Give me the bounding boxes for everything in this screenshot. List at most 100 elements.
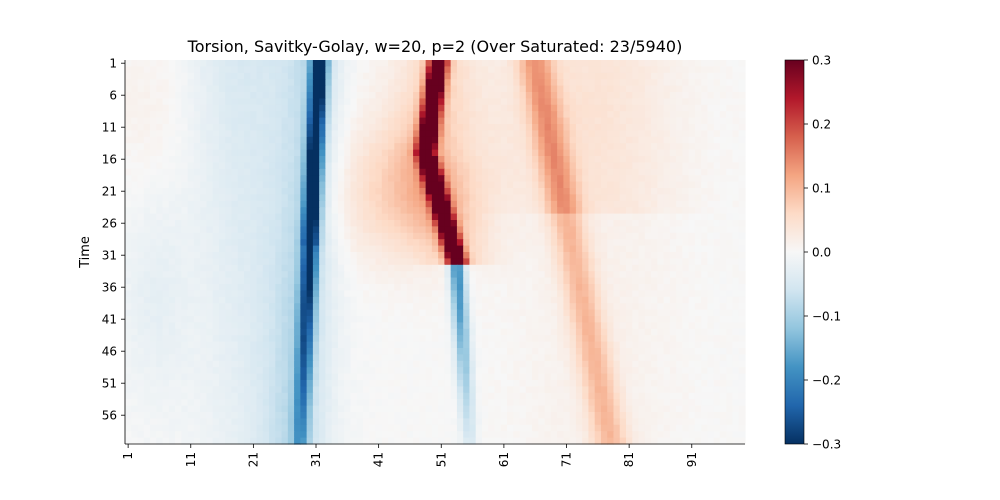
heatmap-cell <box>638 367 646 375</box>
heatmap-cell <box>181 335 189 343</box>
heatmap-cell <box>193 104 201 112</box>
heatmap-cell <box>388 328 395 336</box>
heatmap-cell <box>425 66 433 74</box>
heatmap-cell <box>701 316 709 323</box>
heatmap-cell <box>500 284 508 291</box>
heatmap-cell <box>231 271 239 279</box>
heatmap-cell <box>150 284 157 291</box>
heatmap-cell <box>557 181 564 189</box>
heatmap-cell <box>475 156 483 163</box>
heatmap-cell <box>738 104 746 112</box>
heatmap-cell <box>375 284 383 291</box>
heatmap-cell <box>394 354 402 362</box>
heatmap-cell <box>162 258 170 266</box>
heatmap-cell <box>306 207 314 215</box>
heatmap-cell <box>651 149 658 157</box>
heatmap-cell <box>325 284 333 291</box>
heatmap-cell <box>256 143 264 151</box>
heatmap-cell <box>218 175 226 183</box>
heatmap-cell <box>613 130 621 138</box>
heatmap-cell <box>613 156 621 163</box>
heatmap-cell <box>494 79 502 87</box>
heatmap-cell <box>225 143 233 151</box>
heatmap-cell <box>400 117 408 125</box>
heatmap-cell <box>319 104 326 112</box>
heatmap-cell <box>125 328 132 336</box>
heatmap-cell <box>181 72 189 80</box>
heatmap-cell <box>137 239 145 247</box>
heatmap-cell <box>381 66 389 74</box>
heatmap-cell <box>131 373 139 381</box>
heatmap-cell <box>269 226 276 234</box>
heatmap-cell <box>569 284 577 291</box>
heatmap-cell <box>456 175 464 183</box>
heatmap-cell <box>375 367 383 375</box>
heatmap-cell <box>481 322 489 330</box>
heatmap-cell <box>175 85 182 93</box>
heatmap-cell <box>125 188 132 195</box>
heatmap-cell <box>419 143 427 151</box>
heatmap-cell <box>156 181 164 189</box>
heatmap-cell <box>607 188 615 195</box>
heatmap-cell <box>638 200 646 208</box>
heatmap-cell <box>469 348 477 355</box>
heatmap-cell <box>312 175 320 183</box>
heatmap-cell <box>500 341 508 349</box>
heatmap-cell <box>275 92 283 99</box>
heatmap-cell <box>669 162 677 170</box>
heatmap-cell <box>600 367 608 375</box>
heatmap-cell <box>719 316 727 323</box>
heatmap-cell <box>438 162 445 170</box>
heatmap-cell <box>187 104 195 112</box>
heatmap-cell <box>481 316 489 323</box>
heatmap-cell <box>125 130 132 138</box>
heatmap-cell <box>663 316 671 323</box>
heatmap-cell <box>243 245 251 253</box>
heatmap-cell <box>381 98 389 106</box>
heatmap-cell <box>344 207 352 215</box>
heatmap-cell <box>394 207 402 215</box>
heatmap-cell <box>131 194 139 202</box>
heatmap-cell <box>463 226 471 234</box>
heatmap-cell <box>694 168 702 176</box>
heatmap-cell <box>707 92 715 99</box>
heatmap-cell <box>519 316 527 323</box>
heatmap-cell <box>550 239 558 247</box>
heatmap-cell <box>557 130 564 138</box>
heatmap-cell <box>312 380 320 387</box>
heatmap-cell <box>563 79 571 87</box>
heatmap-cell <box>375 181 383 189</box>
heatmap-cell <box>337 220 345 227</box>
heatmap-cell <box>275 149 283 157</box>
heatmap-cell <box>306 271 314 279</box>
heatmap-cell <box>563 232 571 240</box>
heatmap-cell <box>707 277 715 285</box>
heatmap-cell <box>456 220 464 227</box>
heatmap-cell <box>663 111 671 119</box>
heatmap-cell <box>413 98 420 106</box>
heatmap-cell <box>218 367 226 375</box>
heatmap-cell <box>651 322 658 330</box>
heatmap-cell <box>131 162 139 170</box>
heatmap-cell <box>507 66 514 74</box>
heatmap-cell <box>688 348 696 355</box>
heatmap-cell <box>575 162 583 170</box>
heatmap-cell <box>557 124 564 131</box>
heatmap-cell <box>600 207 608 215</box>
heatmap-cell <box>312 207 320 215</box>
heatmap-cell <box>431 309 439 317</box>
heatmap-cell <box>181 354 189 362</box>
heatmap-cell <box>713 360 721 368</box>
heatmap-cell <box>726 207 734 215</box>
heatmap-cell <box>150 380 157 387</box>
heatmap-cell <box>456 303 464 311</box>
heatmap-cell <box>381 162 389 170</box>
heatmap-cell <box>475 162 483 170</box>
heatmap-cell <box>632 156 640 163</box>
heatmap-cell <box>218 60 226 67</box>
heatmap-cell <box>256 181 264 189</box>
heatmap-cell <box>607 296 615 304</box>
heatmap-cell <box>682 207 690 215</box>
heatmap-cell <box>125 380 132 387</box>
heatmap-cell <box>356 322 364 330</box>
